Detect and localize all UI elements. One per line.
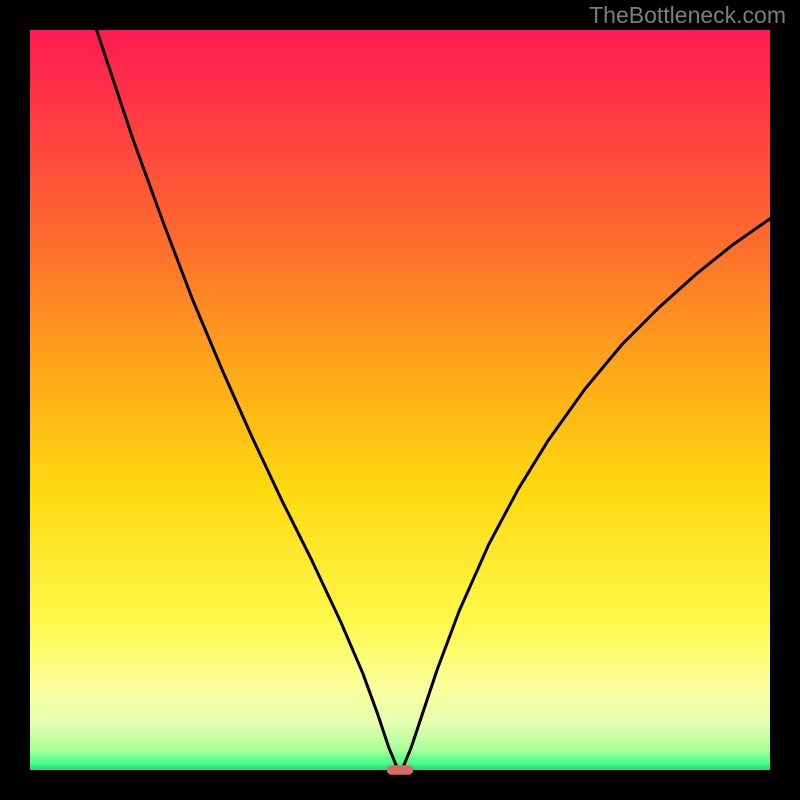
chart-stage: TheBottleneck.com <box>0 0 800 800</box>
plot-background <box>30 30 770 770</box>
chart-svg <box>0 0 800 800</box>
min-marker <box>387 765 414 775</box>
